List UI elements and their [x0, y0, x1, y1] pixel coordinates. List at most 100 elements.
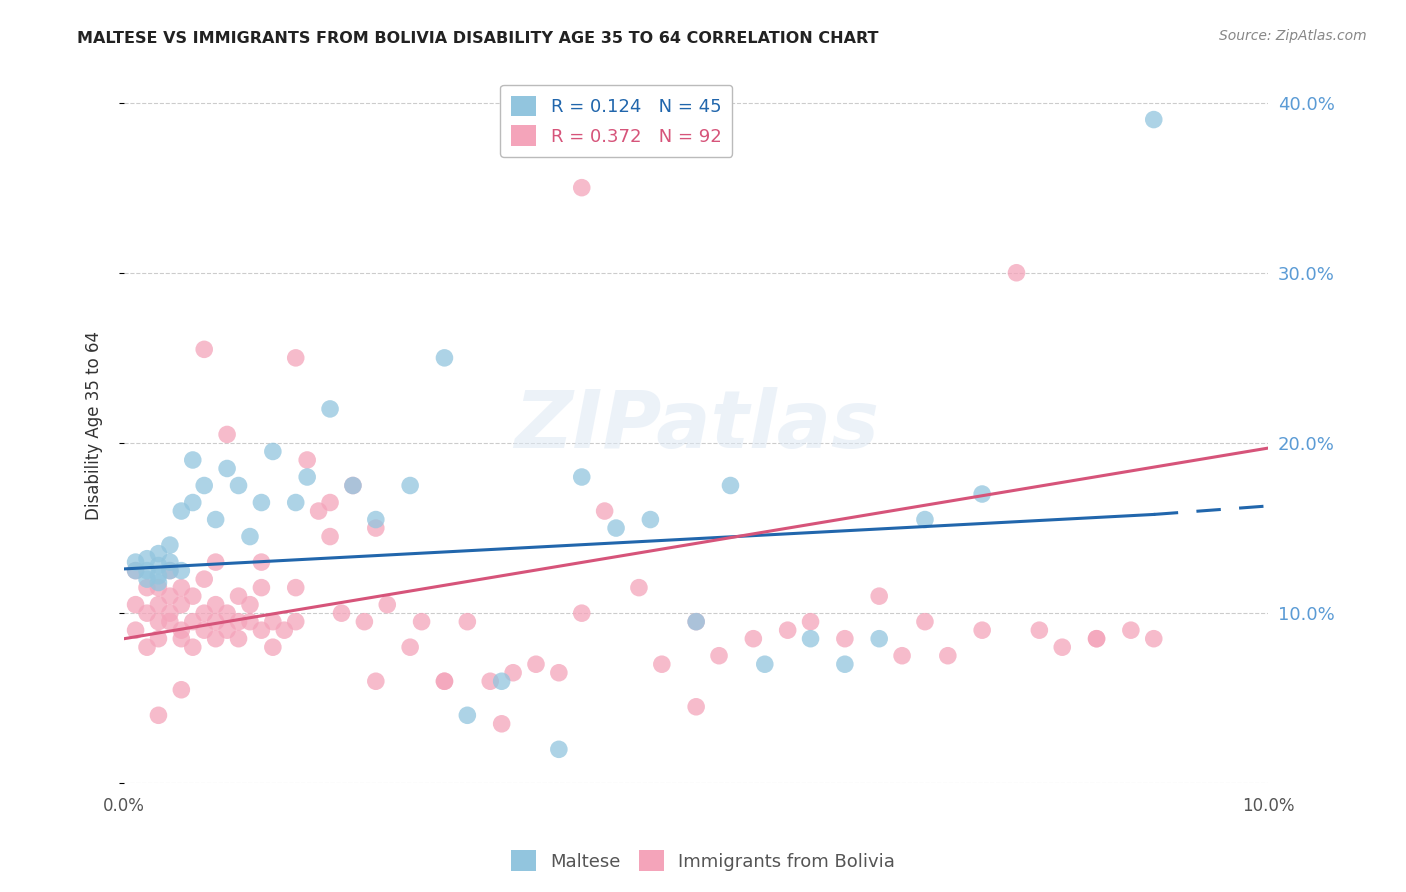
Point: [228, 615, 250, 629]
Point: [295, 453, 318, 467]
Point: [181, 495, 204, 509]
Point: [228, 589, 250, 603]
Point: [273, 623, 295, 637]
Point: [159, 615, 181, 629]
Point: [342, 478, 364, 492]
Text: MALTESE VS IMMIGRANTS FROM BOLIVIA DISABILITY AGE 35 TO 64 CORRELATION CHART: MALTESE VS IMMIGRANTS FROM BOLIVIA DISAB…: [77, 31, 879, 46]
Point: [685, 699, 707, 714]
Point: [1143, 112, 1166, 127]
Point: [159, 606, 181, 620]
Point: [571, 180, 593, 194]
Point: [181, 589, 204, 603]
Point: [250, 623, 273, 637]
Point: [284, 351, 307, 365]
Point: [799, 615, 821, 629]
Point: [776, 623, 799, 637]
Point: [547, 742, 569, 756]
Point: [124, 555, 146, 569]
Point: [170, 682, 193, 697]
Point: [1143, 632, 1166, 646]
Point: [181, 453, 204, 467]
Point: [330, 606, 353, 620]
Point: [868, 632, 890, 646]
Point: [571, 470, 593, 484]
Point: [319, 401, 342, 416]
Point: [217, 461, 239, 475]
Point: [1119, 623, 1142, 637]
Point: [914, 615, 936, 629]
Point: [972, 487, 994, 501]
Point: [754, 657, 776, 672]
Point: [193, 343, 215, 357]
Point: [799, 632, 821, 646]
Point: [456, 708, 478, 723]
Point: [1052, 640, 1074, 655]
Point: [239, 598, 262, 612]
Point: [685, 615, 707, 629]
Point: [433, 674, 456, 689]
Point: [411, 615, 433, 629]
Point: [148, 708, 170, 723]
Point: [456, 615, 478, 629]
Point: [181, 615, 204, 629]
Point: [262, 640, 284, 655]
Point: [502, 665, 524, 680]
Point: [159, 589, 181, 603]
Point: [204, 512, 226, 526]
Point: [124, 564, 146, 578]
Point: [148, 575, 170, 590]
Point: [170, 564, 193, 578]
Point: [707, 648, 730, 663]
Point: [136, 606, 159, 620]
Point: [181, 640, 204, 655]
Point: [1085, 632, 1108, 646]
Point: [651, 657, 673, 672]
Point: [136, 564, 159, 578]
Point: [364, 521, 387, 535]
Point: [193, 478, 215, 492]
Point: [262, 444, 284, 458]
Point: [148, 598, 170, 612]
Point: [148, 632, 170, 646]
Point: [250, 495, 273, 509]
Point: [284, 495, 307, 509]
Point: [834, 657, 856, 672]
Point: [193, 606, 215, 620]
Text: Source: ZipAtlas.com: Source: ZipAtlas.com: [1219, 29, 1367, 43]
Point: [124, 623, 146, 637]
Point: [1028, 623, 1050, 637]
Point: [170, 598, 193, 612]
Point: [1005, 266, 1028, 280]
Point: [720, 478, 742, 492]
Point: [136, 640, 159, 655]
Point: [148, 547, 170, 561]
Point: [204, 615, 226, 629]
Point: [342, 478, 364, 492]
Point: [685, 615, 707, 629]
Point: [364, 512, 387, 526]
Point: [593, 504, 616, 518]
Point: [170, 632, 193, 646]
Point: [433, 351, 456, 365]
Point: [972, 623, 994, 637]
Point: [627, 581, 650, 595]
Legend: R = 0.124   N = 45, R = 0.372   N = 92: R = 0.124 N = 45, R = 0.372 N = 92: [501, 85, 733, 157]
Point: [524, 657, 547, 672]
Point: [159, 555, 181, 569]
Point: [433, 674, 456, 689]
Point: [399, 478, 422, 492]
Point: [239, 615, 262, 629]
Point: [868, 589, 890, 603]
Point: [148, 615, 170, 629]
Point: [217, 606, 239, 620]
Point: [159, 564, 181, 578]
Point: [936, 648, 959, 663]
Point: [124, 564, 146, 578]
Point: [308, 504, 330, 518]
Point: [250, 555, 273, 569]
Point: [353, 615, 375, 629]
Point: [250, 581, 273, 595]
Point: [159, 564, 181, 578]
Point: [891, 648, 914, 663]
Point: [399, 640, 422, 655]
